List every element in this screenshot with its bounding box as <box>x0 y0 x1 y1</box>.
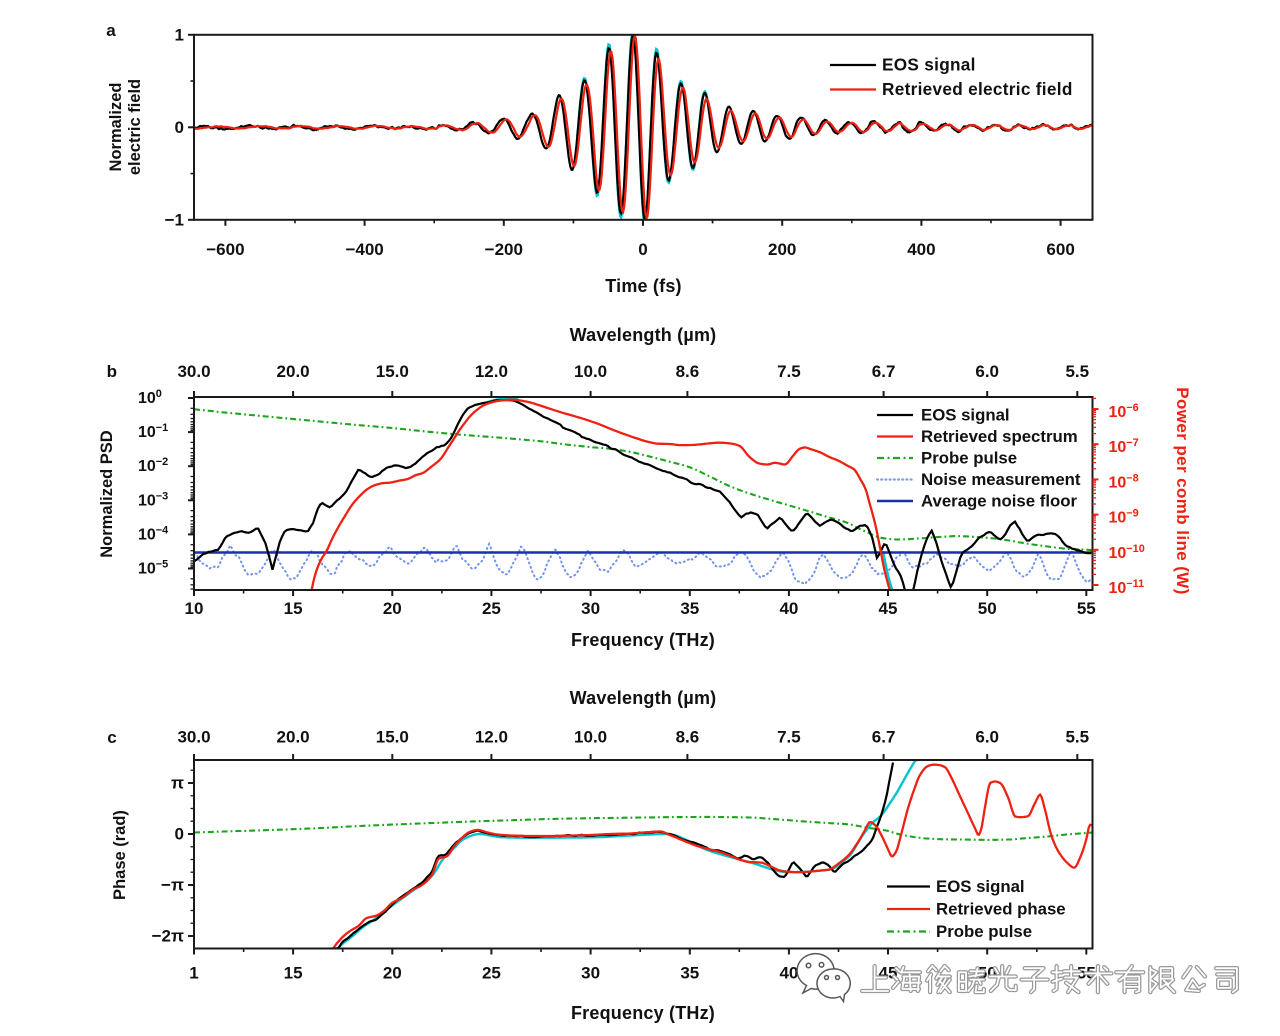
svg-text:b: b <box>107 362 117 381</box>
svg-text:a: a <box>106 21 116 40</box>
svg-text:15: 15 <box>284 964 303 983</box>
svg-text:EOS signal: EOS signal <box>921 406 1010 425</box>
svg-text:Retrieved spectrum: Retrieved spectrum <box>921 427 1078 446</box>
svg-text:10: 10 <box>185 599 204 618</box>
svg-text:10.0: 10.0 <box>574 728 607 747</box>
svg-text:50: 50 <box>978 599 997 618</box>
svg-text:Time (fs): Time (fs) <box>605 276 681 296</box>
svg-text:Wavelength (µm): Wavelength (µm) <box>570 688 717 708</box>
svg-text:6.7: 6.7 <box>872 728 896 747</box>
svg-text:electric field: electric field <box>126 79 144 175</box>
svg-text:5.5: 5.5 <box>1065 728 1089 747</box>
svg-text:30: 30 <box>581 964 600 983</box>
svg-text:0: 0 <box>175 118 184 137</box>
svg-text:c: c <box>107 728 116 747</box>
svg-text:1: 1 <box>175 25 184 44</box>
svg-text:30: 30 <box>581 599 600 618</box>
svg-text:Retrieved phase: Retrieved phase <box>936 900 1066 919</box>
svg-text:400: 400 <box>907 240 935 259</box>
svg-text:−400: −400 <box>345 240 383 259</box>
svg-text:0: 0 <box>638 240 647 259</box>
svg-text:35: 35 <box>680 599 699 618</box>
svg-text:20: 20 <box>383 599 402 618</box>
svg-text:55: 55 <box>1077 599 1096 618</box>
svg-text:40: 40 <box>779 964 798 983</box>
svg-text:20: 20 <box>383 964 402 983</box>
svg-text:Phase (rad): Phase (rad) <box>111 810 129 900</box>
svg-text:Frequency (THz): Frequency (THz) <box>571 1003 715 1023</box>
svg-text:12.0: 12.0 <box>475 728 508 747</box>
svg-text:600: 600 <box>1046 240 1074 259</box>
svg-text:−600: −600 <box>206 240 244 259</box>
svg-text:45: 45 <box>879 599 898 618</box>
svg-text:8.6: 8.6 <box>676 728 700 747</box>
svg-text:−1: −1 <box>165 210 184 229</box>
svg-text:15.0: 15.0 <box>376 362 409 381</box>
svg-text:15: 15 <box>284 599 303 618</box>
svg-text:7.5: 7.5 <box>777 362 801 381</box>
svg-text:−2π: −2π <box>152 927 184 946</box>
svg-text:EOS signal: EOS signal <box>936 877 1025 896</box>
svg-text:Probe pulse: Probe pulse <box>921 449 1017 468</box>
svg-text:Retrieved electric field: Retrieved electric field <box>882 79 1073 99</box>
svg-text:20.0: 20.0 <box>277 362 310 381</box>
svg-text:−π: −π <box>161 876 184 895</box>
svg-text:1: 1 <box>189 964 198 983</box>
svg-text:25: 25 <box>482 964 501 983</box>
svg-text:Power per comb line (W): Power per comb line (W) <box>1173 387 1192 595</box>
svg-text:25: 25 <box>482 599 501 618</box>
svg-text:Normalized: Normalized <box>107 83 125 172</box>
svg-text:Normalized PSD: Normalized PSD <box>98 430 116 558</box>
svg-text:8.6: 8.6 <box>676 362 700 381</box>
svg-text:10.0: 10.0 <box>574 362 607 381</box>
svg-text:6.7: 6.7 <box>872 362 896 381</box>
svg-text:Average noise floor: Average noise floor <box>921 492 1078 511</box>
svg-text:0: 0 <box>175 825 184 844</box>
svg-text:20.0: 20.0 <box>277 728 310 747</box>
svg-text:200: 200 <box>768 240 796 259</box>
svg-text:6.0: 6.0 <box>975 362 999 381</box>
svg-text:Wavelength (µm): Wavelength (µm) <box>570 325 717 345</box>
svg-text:7.5: 7.5 <box>777 728 801 747</box>
svg-text:Probe pulse: Probe pulse <box>936 922 1032 941</box>
svg-text:Noise measurement: Noise measurement <box>921 470 1081 489</box>
svg-text:40: 40 <box>779 599 798 618</box>
svg-text:30.0: 30.0 <box>177 362 210 381</box>
svg-text:30.0: 30.0 <box>177 728 210 747</box>
svg-text:15.0: 15.0 <box>376 728 409 747</box>
svg-text:35: 35 <box>680 964 699 983</box>
svg-text:12.0: 12.0 <box>475 362 508 381</box>
svg-text:5.5: 5.5 <box>1065 362 1089 381</box>
svg-text:6.0: 6.0 <box>975 728 999 747</box>
svg-text:−200: −200 <box>485 240 523 259</box>
svg-text:Frequency (THz): Frequency (THz) <box>571 630 715 650</box>
svg-text:π: π <box>171 774 184 793</box>
svg-text:EOS signal: EOS signal <box>882 55 976 75</box>
